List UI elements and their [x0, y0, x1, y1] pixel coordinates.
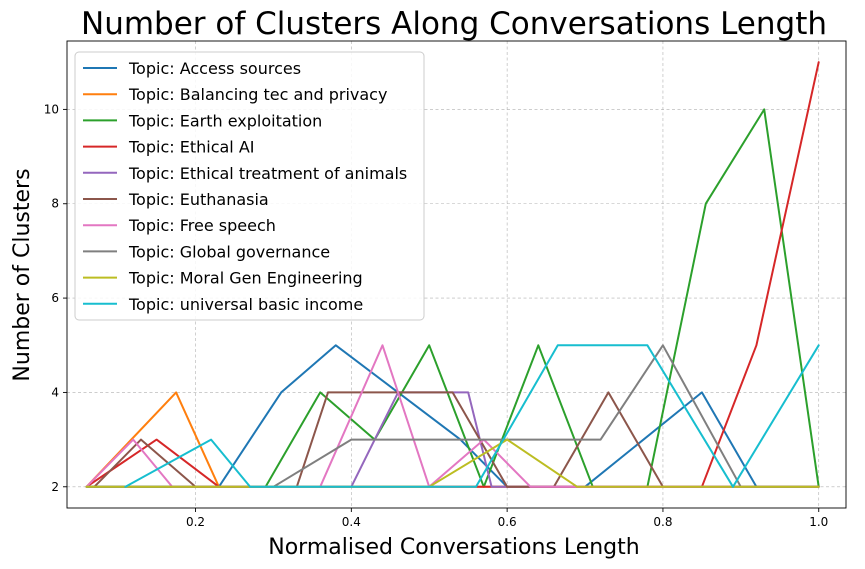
series-line-10 — [124, 344, 820, 488]
legend-label: Topic: Earth exploitation — [128, 111, 322, 130]
legend-item: Topic: Free speech — [83, 216, 276, 235]
legend-item: Topic: Ethical AI — [83, 138, 254, 157]
x-tick-label: 0.2 — [186, 515, 205, 529]
y-tick-label: 6 — [51, 291, 59, 305]
y-tick-label: 8 — [51, 197, 59, 211]
series-line-7 — [85, 344, 820, 488]
legend-item: Topic: Earth exploitation — [83, 111, 322, 130]
legend-label: Topic: universal basic income — [128, 295, 363, 314]
x-tick-label: 1.0 — [809, 515, 828, 529]
legend-item: Topic: Global governance — [83, 242, 330, 261]
legend-item: Topic: Euthanasia — [83, 190, 269, 209]
legend-label: Topic: Global governance — [128, 242, 330, 261]
legend-label: Topic: Euthanasia — [128, 190, 269, 209]
legend-item: Topic: Moral Gen Engineering — [83, 269, 363, 288]
legend-label: Topic: Access sources — [128, 59, 301, 78]
legend-box — [74, 51, 425, 321]
legend-label: Topic: Ethical treatment of animals — [128, 164, 407, 183]
legend-item: Topic: Access sources — [83, 59, 301, 78]
y-tick-label: 10 — [44, 102, 59, 116]
y-axis-label: Number of Clusters — [10, 168, 35, 381]
legend-label: Topic: Balancing tec and privacy — [128, 85, 387, 104]
x-tick-label: 0.4 — [342, 515, 361, 529]
x-axis-label: Normalised Conversations Length — [268, 535, 639, 560]
legend-item: Topic: universal basic income — [83, 295, 363, 314]
x-tick-label: 0.8 — [653, 515, 672, 529]
y-tick-label: 2 — [51, 480, 59, 494]
legend-label: Topic: Moral Gen Engineering — [128, 269, 363, 288]
legend-item: Topic: Ethical treatment of animals — [83, 164, 407, 183]
series-line-3 — [85, 108, 820, 488]
y-tick-label: 4 — [51, 385, 59, 399]
x-tick-label: 0.6 — [498, 515, 517, 529]
legend-item: Topic: Balancing tec and privacy — [83, 85, 387, 104]
plot-frame — [66, 40, 847, 509]
chart-title: Number of Clusters Along Conversations L… — [81, 6, 827, 42]
legend-label: Topic: Ethical AI — [128, 138, 254, 157]
axis-ticks: 0.2 0.4 0.6 0.8 1.0 2 4 6 8 10 — [44, 102, 829, 529]
series-line-6 — [93, 391, 820, 488]
legend: Topic: Access sources Topic: Balancing te… — [74, 51, 425, 321]
series-lines — [85, 61, 820, 488]
legend-label: Topic: Free speech — [128, 216, 276, 235]
